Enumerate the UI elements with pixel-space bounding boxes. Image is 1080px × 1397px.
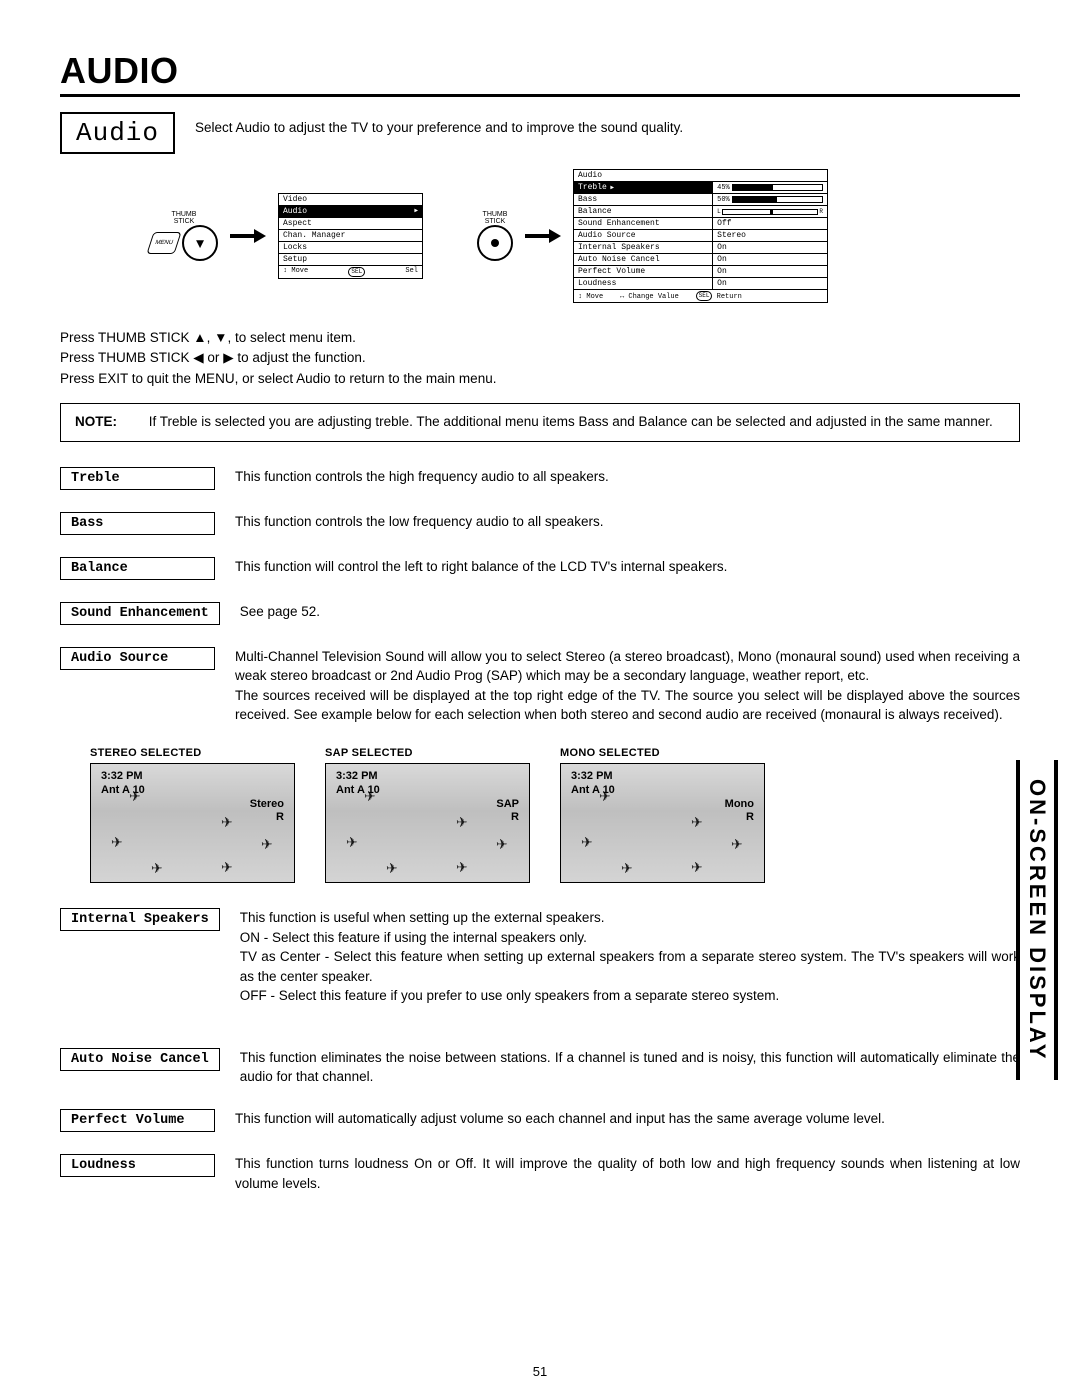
label-balance: Balance: [60, 557, 215, 580]
title-rule: [60, 94, 1020, 97]
desc-sound-enhancement: See page 52.: [240, 602, 1020, 622]
page-title: AUDIO: [60, 50, 1020, 92]
examples-row: STEREO SELECTED ✈✈ ✈✈ ✈✈ 3:32 PMAnt A 10…: [90, 747, 1020, 883]
label-loudness: Loudness: [60, 1154, 215, 1177]
menu-button-icon: MENU: [146, 232, 181, 254]
instructions: Press THUMB STICK , , to select menu ite…: [60, 328, 1020, 389]
arrow-icon-1: [230, 229, 266, 243]
ex-screen-stereo: ✈✈ ✈✈ ✈✈ 3:32 PMAnt A 10 StereoR: [90, 763, 295, 883]
audio-menu-osd: AudioTreble ▶45%Bass50%BalanceLRSound En…: [573, 169, 828, 303]
desc-auto-noise-cancel: This function eliminates the noise betwe…: [240, 1048, 1020, 1087]
ex-title-mono: MONO SELECTED: [560, 747, 765, 759]
page-number: 51: [0, 1364, 1080, 1379]
arrow-icon-2: [525, 229, 561, 243]
label-audio-source: Audio Source: [60, 647, 215, 670]
label-auto-noise-cancel: Auto Noise Cancel: [60, 1048, 220, 1071]
label-sound-enhancement: Sound Enhancement: [60, 602, 220, 625]
thumb-label-1: THUMB STICK: [150, 211, 218, 225]
main-menu-osd: VideoAudio▶AspectChan. ManagerLocksSetup…: [278, 193, 423, 279]
intro-text: Select Audio to adjust the TV to your pr…: [195, 118, 1020, 138]
thumb-label-2: THUMB STICK: [477, 211, 513, 225]
flow-diagram: THUMB STICK MENU ▼ VideoAudio▶AspectChan…: [60, 169, 1020, 303]
subtitle-box: Audio: [60, 112, 175, 154]
note-text: If Treble is selected you are adjusting …: [149, 414, 993, 429]
desc-bass: This function controls the low frequency…: [235, 512, 1020, 532]
desc-balance: This function will control the left to r…: [235, 557, 1020, 577]
ex-title-sap: SAP SELECTED: [325, 747, 530, 759]
label-perfect-volume: Perfect Volume: [60, 1109, 215, 1132]
label-internal-speakers: Internal Speakers: [60, 908, 220, 931]
ex-title-stereo: STEREO SELECTED: [90, 747, 295, 759]
label-treble: Treble: [60, 467, 215, 490]
desc-internal-speakers: This function is useful when setting up …: [240, 908, 1020, 1006]
ex-screen-sap: ✈✈ ✈✈ ✈✈ 3:32 PMAnt A 10 SAPR: [325, 763, 530, 883]
note-box: NOTE: If Treble is selected you are adju…: [60, 403, 1020, 442]
note-label: NOTE:: [75, 414, 145, 429]
sidebar-tab: ON-SCREEN DISPLAY: [1016, 760, 1058, 1080]
thumbstick-icon-1: ▼: [182, 225, 218, 261]
desc-treble: This function controls the high frequenc…: [235, 467, 1020, 487]
label-bass: Bass: [60, 512, 215, 535]
desc-perfect-volume: This function will automatically adjust …: [235, 1109, 1020, 1129]
thumbstick-icon-2: [477, 225, 513, 261]
desc-audio-source: Multi-Channel Television Sound will allo…: [235, 647, 1020, 725]
desc-loudness: This function turns loudness On or Off. …: [235, 1154, 1020, 1193]
ex-screen-mono: ✈✈ ✈✈ ✈✈ 3:32 PMAnt A 10 MonoR: [560, 763, 765, 883]
